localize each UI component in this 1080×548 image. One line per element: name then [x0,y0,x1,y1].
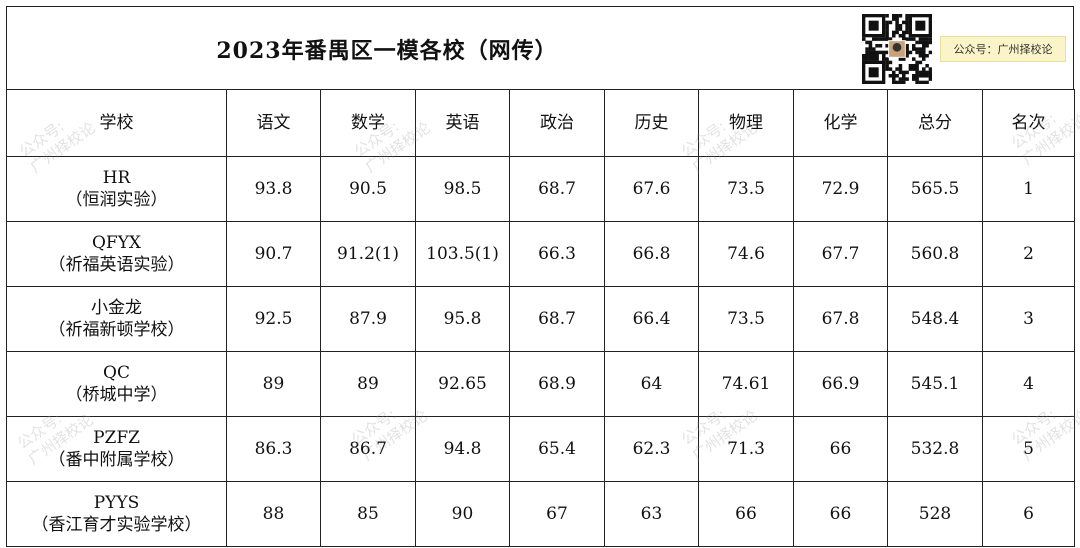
table-row: 小金龙 （祈福新顿学校） 92.5 87.9 95.8 68.7 66.4 73.5 67.8 5… [6,286,1075,352]
header-rank: 名次 [982,89,1075,157]
cell-politics: 65.4 [509,416,605,482]
cell-chemistry: 72.9 [793,156,888,222]
cell-history: 66.4 [604,286,699,352]
header-chemistry: 化学 [793,89,888,157]
cell-politics: 68.7 [509,156,605,222]
cell-total: 532.8 [887,416,983,482]
cell-english: 103.5(1) [415,221,510,287]
school-code: PYYS [93,492,140,513]
cell-history: 66.8 [604,221,699,287]
school-code: HR [102,167,131,188]
cell-english: 94.8 [415,416,510,482]
header-math: 数学 [320,89,416,157]
cell-politics: 66.3 [509,221,605,287]
cell-chemistry: 67.8 [793,286,888,352]
school-name: （桥城中学） [65,385,168,405]
cell-english: 90 [415,481,510,547]
cell-school: QC （桥城中学） [6,351,227,417]
cell-chinese: 89 [226,351,321,417]
cell-physics: 66 [698,481,794,547]
cell-chemistry: 67.7 [793,221,888,287]
cell-politics: 67 [509,481,605,547]
cell-math: 89 [320,351,416,417]
cell-chinese: 86.3 [226,416,321,482]
cell-physics: 71.3 [698,416,794,482]
cell-rank: 2 [982,221,1075,287]
cell-politics: 68.7 [509,286,605,352]
cell-english: 92.65 [415,351,510,417]
table-row: QC （桥城中学） 89 89 92.65 68.9 64 74.61 66.9 545.1 4 [6,351,1075,417]
cell-chemistry: 66 [793,481,888,547]
school-name: （恒润实验） [65,190,168,210]
cell-math: 90.5 [320,156,416,222]
table-row: QFYX （祈福英语实验） 90.7 91.2(1) 103.5(1) 66.3 66.8 7… [6,221,1075,287]
header-physics: 物理 [698,89,794,157]
cell-math: 86.7 [320,416,416,482]
cell-total: 560.8 [887,221,983,287]
qr-code-icon [862,14,932,84]
school-code: 小金龙 [91,297,142,318]
cell-math: 85 [320,481,416,547]
cell-school: HR （恒润实验） [6,156,227,222]
cell-chemistry: 66 [793,416,888,482]
cell-history: 63 [604,481,699,547]
cell-rank: 6 [982,481,1075,547]
table-row: HR （恒润实验） 93.8 90.5 98.5 68.7 67.6 73.5 72.9 565.… [6,156,1075,222]
header-history: 历史 [604,89,699,157]
cell-politics: 68.9 [509,351,605,417]
cell-math: 87.9 [320,286,416,352]
cell-english: 98.5 [415,156,510,222]
cell-rank: 3 [982,286,1075,352]
cell-total: 528 [887,481,983,547]
cell-chinese: 93.8 [226,156,321,222]
cell-total: 548.4 [887,286,983,352]
cell-rank: 5 [982,416,1075,482]
cell-chinese: 90.7 [226,221,321,287]
cell-math: 91.2(1) [320,221,416,287]
cell-school: PZFZ （番中附属学校） [6,416,227,482]
table-row: PZFZ （番中附属学校） 86.3 86.7 94.8 65.4 62.3 71.3 66 53… [6,416,1075,482]
score-sheet: 2023年番禺区一模各校（网传） 公众号：广州择校论 学校 语文 数学 英语 政… [6,6,1080,547]
header-total: 总分 [887,89,983,157]
header-row: 学校 语文 数学 英语 政治 历史 物理 化学 总分 名次 [6,89,1075,157]
cell-physics: 74.61 [698,351,794,417]
school-name: （祈福英语实验） [48,255,185,275]
school-code: PZFZ [93,427,140,448]
cell-total: 565.5 [887,156,983,222]
cell-physics: 74.6 [698,221,794,287]
header-school: 学校 [6,89,227,157]
cell-physics: 73.5 [698,286,794,352]
account-badge: 公众号：广州择校论 [940,36,1066,62]
school-name: （祈福新顿学校） [48,320,185,340]
table-row: PYYS （香江育才实验学校） 88 85 90 67 63 66 66 528 6 [6,481,1075,547]
cell-chinese: 88 [226,481,321,547]
school-code: QFYX [91,232,142,253]
header-chinese: 语文 [226,89,321,157]
cell-english: 95.8 [415,286,510,352]
cell-history: 67.6 [604,156,699,222]
page-title: 2023年番禺区一模各校（网传） [216,38,558,64]
cell-rank: 4 [982,351,1075,417]
school-name: （香江育才实验学校） [31,515,202,535]
header-english: 英语 [415,89,510,157]
cell-school: QFYX （祈福英语实验） [6,221,227,287]
cell-school: 小金龙 （祈福新顿学校） [6,286,227,352]
cell-total: 545.1 [887,351,983,417]
school-name: （番中附属学校） [48,450,185,470]
cell-history: 64 [604,351,699,417]
header-politics: 政治 [509,89,605,157]
cell-history: 62.3 [604,416,699,482]
cell-chemistry: 66.9 [793,351,888,417]
cell-school: PYYS （香江育才实验学校） [6,481,227,547]
cell-chinese: 92.5 [226,286,321,352]
cell-rank: 1 [982,156,1075,222]
cell-physics: 73.5 [698,156,794,222]
school-code: QC [103,362,130,383]
scores-table: 学校 语文 数学 英语 政治 历史 物理 化学 总分 名次 HR （恒润实验） 93… [6,89,1075,547]
